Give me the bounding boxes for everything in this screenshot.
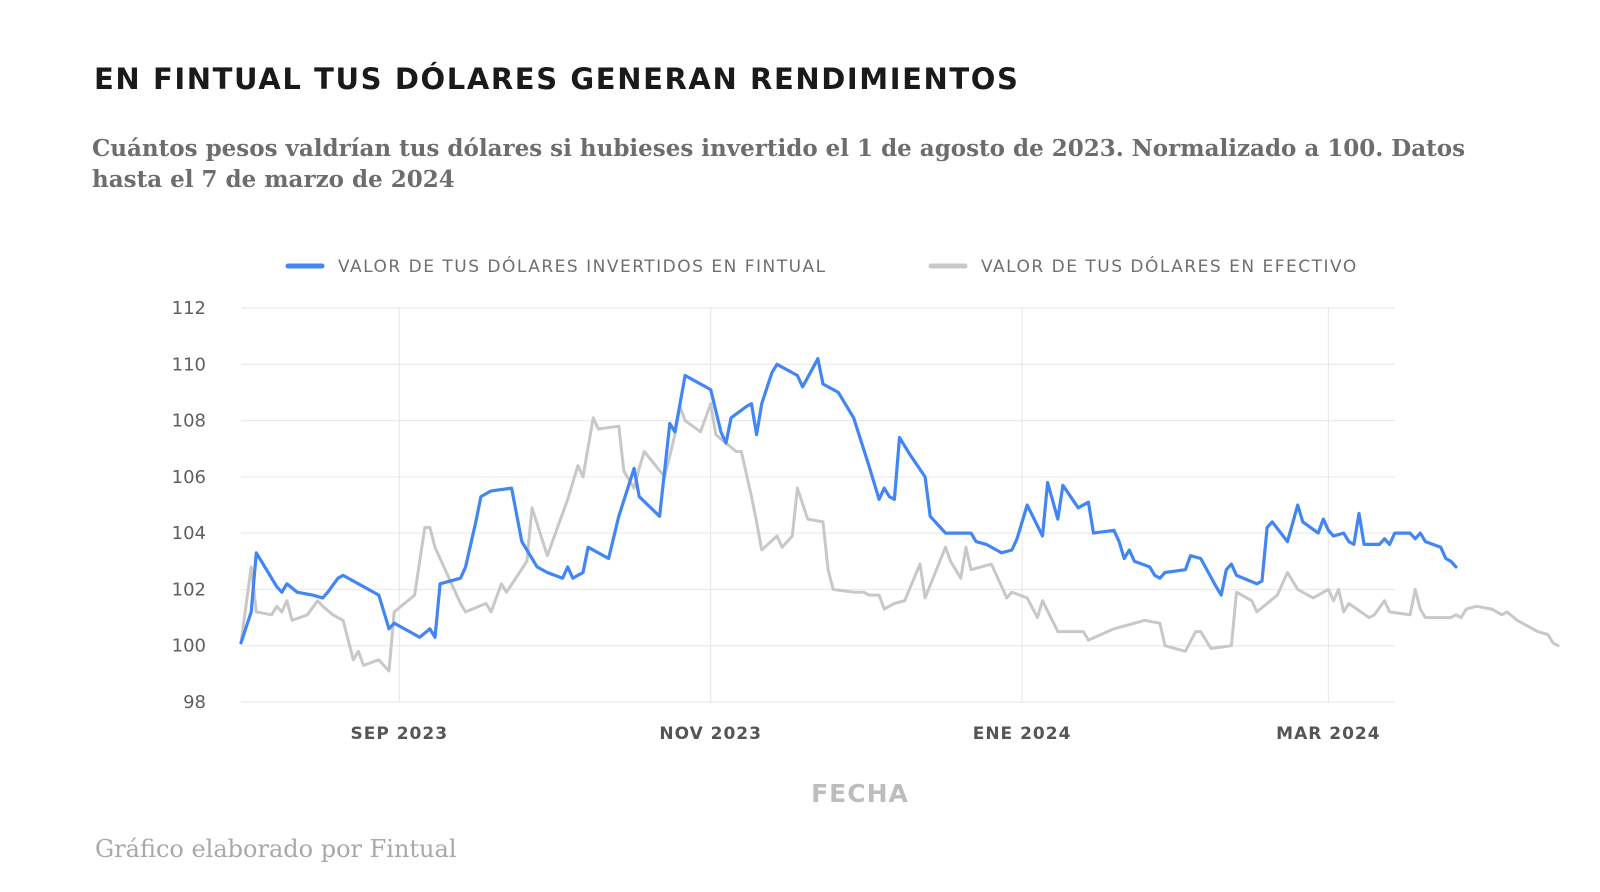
legend: VALOR DE TUS DÓLARES INVERTIDOS EN FINTU… [285,255,1358,277]
y-tick-label: 98 [183,692,206,713]
x-axis-label: FECHA [811,779,909,808]
series-lines [239,357,1560,673]
x-axis: SEP 2023 NOV 2023 ENE 2024 MAR 2024 [350,724,1380,744]
y-tick-label: 100 [172,636,206,657]
y-tick-label: 102 [172,579,206,600]
series-line-fintual [239,357,1458,645]
y-tick-label: 108 [172,411,206,432]
x-tick-label: ENE 2024 [973,724,1072,744]
chart-title: EN FINTUAL TUS DÓLARES GENERAN RENDIMIEN… [94,62,1020,96]
y-tick-label: 104 [172,523,206,544]
legend-label-efectivo: VALOR DE TUS DÓLARES EN EFECTIVO [981,255,1358,277]
x-tick-label: SEP 2023 [350,724,448,744]
y-tick-label: 112 [172,298,206,319]
y-axis: 98 100 102 104 106 108 110 112 [172,298,206,713]
y-tick-label: 106 [172,467,206,488]
x-tick-label: MAR 2024 [1276,724,1380,744]
footer-credit: Gráfico elaborado por Fintual [95,835,457,863]
x-tick-label: NOV 2023 [659,724,762,744]
legend-label-fintual: VALOR DE TUS DÓLARES INVERTIDOS EN FINTU… [338,255,827,277]
chart-subtitle: Cuántos pesos valdrían tus dólares si hu… [92,135,1466,193]
y-tick-label: 110 [172,354,206,375]
series-line-efectivo [239,402,1560,673]
